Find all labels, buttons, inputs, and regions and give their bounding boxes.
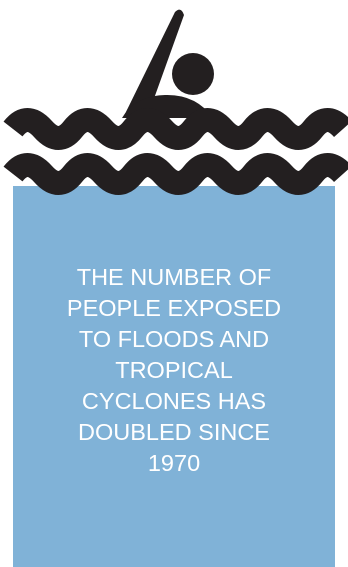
message-line: PEOPLE EXPOSED [66, 295, 282, 321]
infographic-message: THE NUMBER OF PEOPLE EXPOSED TO FLOODS A… [12, 262, 336, 479]
message-line: TO FLOODS AND [78, 326, 270, 352]
swimmer-icon [122, 9, 214, 119]
wave-lines [3, 108, 348, 195]
message-line: 1970 [147, 450, 201, 476]
message-line: THE NUMBER OF [76, 264, 272, 290]
message-line: TROPICAL [115, 357, 233, 383]
water-panel [13, 186, 335, 567]
message-line: CYCLONES HAS [81, 388, 267, 414]
message-line: DOUBLED SINCE [78, 419, 270, 445]
